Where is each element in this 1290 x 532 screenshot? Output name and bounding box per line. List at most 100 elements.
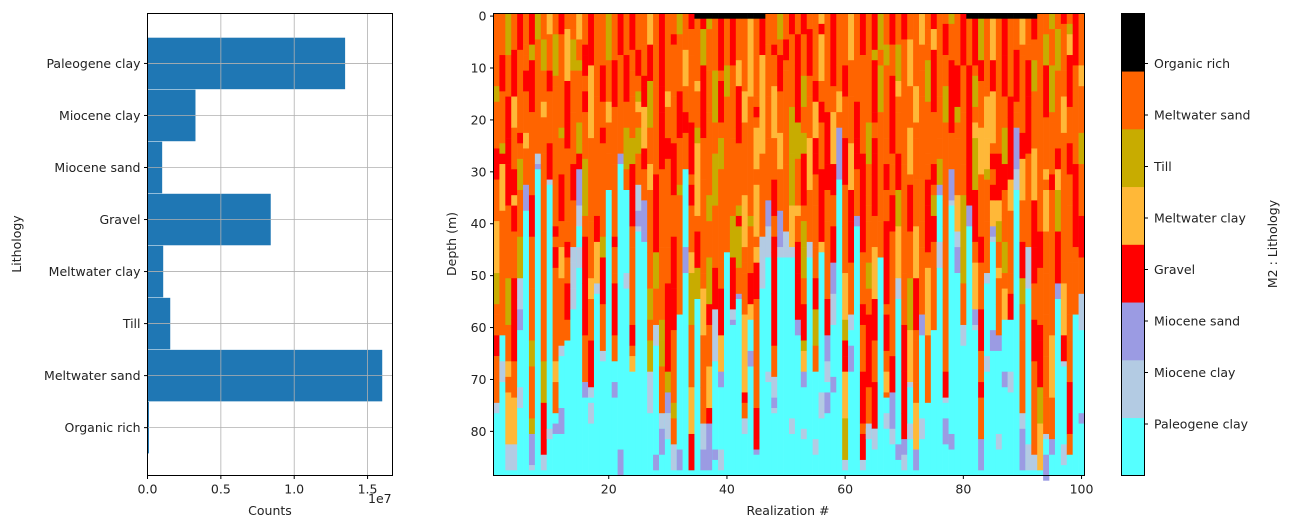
heatmap-cell xyxy=(593,241,601,284)
heatmap-cell xyxy=(688,470,695,476)
heatmap-cell xyxy=(919,314,926,336)
heatmap-cell xyxy=(984,169,991,180)
heatmap-cell xyxy=(658,13,666,40)
heatmap-cell xyxy=(729,184,737,217)
heatmap-cell xyxy=(907,184,914,232)
heatmap-cell xyxy=(865,221,873,263)
heatmap-cell xyxy=(582,23,589,45)
heatmap-cell xyxy=(629,324,636,347)
heatmap-cell xyxy=(753,449,760,456)
heatmap-cell xyxy=(1013,189,1020,476)
heatmap-cell xyxy=(771,148,778,180)
heatmap-cell xyxy=(777,13,784,40)
heatmap-cell xyxy=(871,428,878,476)
heatmap-cell xyxy=(747,215,754,227)
heatmap-cell xyxy=(552,86,559,134)
y-tick-label: 20 xyxy=(471,112,487,127)
heatmap-cell xyxy=(505,205,512,258)
heatmap-cell xyxy=(523,184,530,212)
heatmap-cell xyxy=(1060,361,1068,367)
heatmap-cell xyxy=(753,387,760,409)
heatmap-cell xyxy=(747,273,754,305)
heatmap-cell xyxy=(747,319,754,476)
y-tick-label: 30 xyxy=(471,164,487,179)
heatmap-cell xyxy=(924,189,932,206)
heatmap-cell xyxy=(800,350,808,372)
heatmap-cell xyxy=(564,257,571,284)
colorbar-label: M2 : Lithology xyxy=(1265,199,1280,288)
heatmap-cell xyxy=(629,283,636,326)
heatmap-cell xyxy=(700,257,707,274)
heatmap-cell xyxy=(1043,387,1050,398)
heatmap-cell xyxy=(676,314,683,476)
heatmap-cell xyxy=(972,324,979,331)
heatmap-cell xyxy=(942,299,949,352)
heatmap-cell xyxy=(930,164,938,186)
heatmap-cell xyxy=(942,226,949,243)
heatmap-cell xyxy=(889,356,896,393)
heatmap-cell xyxy=(735,127,743,144)
heatmap-cell xyxy=(871,215,878,248)
heatmap-cell xyxy=(812,205,819,248)
heatmap-cell xyxy=(570,288,577,310)
heatmap-cell xyxy=(694,13,701,19)
heatmap-cell xyxy=(830,262,837,295)
heatmap-cell xyxy=(1049,335,1056,378)
heatmap-cell xyxy=(995,132,1003,154)
heatmap-cell xyxy=(771,179,778,217)
heatmap-cell xyxy=(741,122,748,149)
heatmap-cell xyxy=(641,44,648,77)
heatmap-cell xyxy=(924,205,932,253)
heatmap-cell xyxy=(859,459,867,471)
heatmap-cell xyxy=(706,408,713,424)
heatmap-cell xyxy=(688,29,695,56)
heatmap-cell xyxy=(1037,470,1044,476)
heatmap-cell xyxy=(871,49,878,61)
heatmap-cell xyxy=(995,350,1003,476)
y-tick-label: 80 xyxy=(471,424,487,439)
heatmap-cell xyxy=(889,278,896,321)
heatmap-cell xyxy=(499,13,506,56)
heatmap-cell xyxy=(883,304,890,315)
heatmap-cell xyxy=(794,106,802,123)
heatmap-cell xyxy=(877,257,884,476)
heatmap-cell xyxy=(765,200,772,227)
heatmap-cell xyxy=(576,169,583,206)
heatmap-cell xyxy=(505,138,512,165)
heatmap-cell xyxy=(824,189,831,222)
bar-x-offset-label: 1e7 xyxy=(368,491,392,506)
heatmap-cell xyxy=(765,96,772,139)
heatmap-cell xyxy=(723,80,731,97)
heatmap-cell xyxy=(552,361,559,383)
heatmap-cell xyxy=(859,324,867,372)
heatmap-cell xyxy=(712,449,719,460)
heatmap-cell xyxy=(1054,106,1062,129)
heatmap-cell xyxy=(688,273,695,326)
heatmap-cell xyxy=(924,293,932,336)
heatmap-cell xyxy=(647,44,654,82)
heatmap-cell xyxy=(989,143,997,154)
heatmap-cell xyxy=(1072,80,1079,92)
heatmap-cell xyxy=(528,174,536,196)
heatmap-cell xyxy=(558,267,565,279)
heatmap-cell xyxy=(528,112,536,149)
heatmap-cell xyxy=(954,138,961,160)
heatmap-cell xyxy=(588,241,595,279)
x-tick-label: 80 xyxy=(955,482,971,497)
heatmap-cell xyxy=(741,433,748,476)
heatmap-cell xyxy=(753,117,760,129)
heatmap-cell xyxy=(747,195,754,217)
heatmap-cell xyxy=(995,55,1003,92)
heatmap-cell xyxy=(800,221,808,248)
heatmap-cell xyxy=(800,304,808,341)
x-tick-label: 0.5 xyxy=(211,482,231,497)
heatmap-cell xyxy=(978,18,985,61)
heatmap-cell xyxy=(818,169,825,201)
heatmap-cell xyxy=(670,444,678,471)
heatmap-cell xyxy=(658,39,666,87)
heatmap-cell xyxy=(588,402,595,424)
heatmap-cell xyxy=(972,65,979,77)
heatmap-cell xyxy=(812,153,819,175)
heatmap-cell xyxy=(901,324,908,372)
heatmap-cell xyxy=(824,13,831,25)
